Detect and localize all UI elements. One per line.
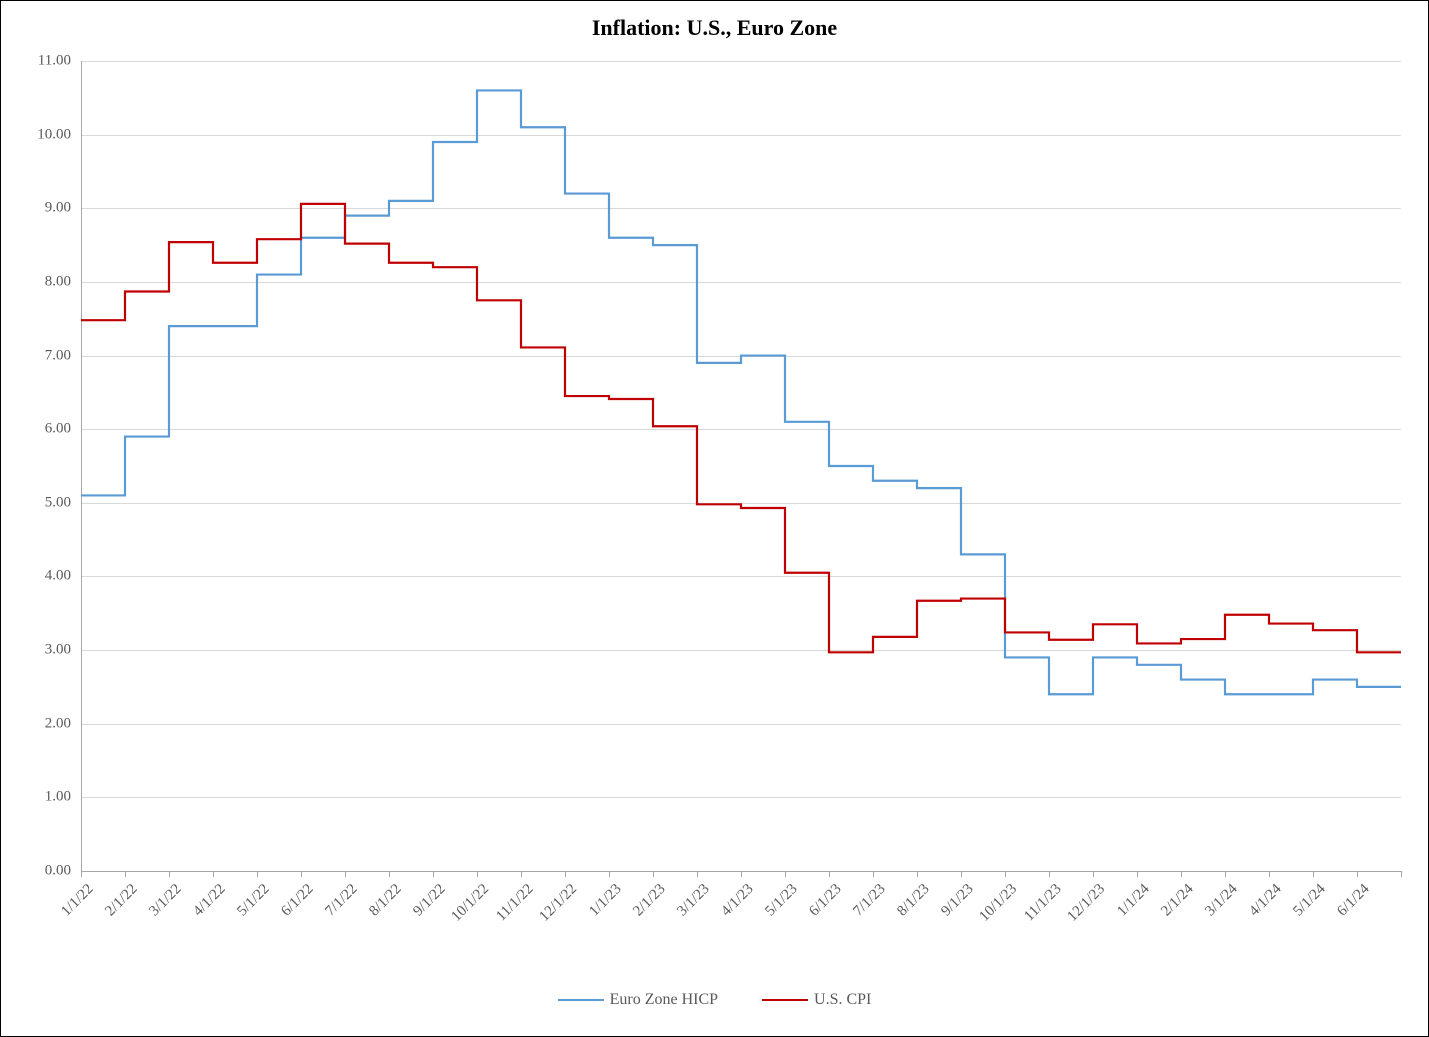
x-tick-label: 11/1/22 (493, 881, 537, 925)
y-tick-label: 6.00 (21, 421, 71, 438)
x-tick-mark (785, 871, 786, 877)
series-line (81, 90, 1401, 694)
y-tick-label: 1.00 (21, 789, 71, 806)
y-tick-label: 4.00 (21, 568, 71, 585)
x-tick-mark (873, 871, 874, 877)
legend-swatch (762, 999, 808, 1001)
x-tick-label: 7/1/22 (322, 881, 361, 920)
x-tick-label: 5/1/24 (1290, 881, 1329, 920)
legend-item: U.S. CPI (762, 991, 871, 1009)
x-tick-mark (125, 871, 126, 877)
x-tick-label: 2/1/22 (102, 881, 141, 920)
x-tick-mark (1005, 871, 1006, 877)
x-tick-mark (301, 871, 302, 877)
series-svg (81, 61, 1401, 871)
x-tick-label: 10/1/23 (977, 881, 1021, 925)
y-tick-label: 10.00 (21, 126, 71, 143)
x-tick-label: 3/1/22 (146, 881, 185, 920)
x-tick-label: 6/1/23 (806, 881, 845, 920)
x-tick-label: 4/1/23 (718, 881, 757, 920)
x-tick-mark (917, 871, 918, 877)
x-tick-mark (565, 871, 566, 877)
x-tick-mark (741, 871, 742, 877)
x-tick-mark (609, 871, 610, 877)
legend-swatch (558, 999, 604, 1001)
x-tick-label: 1/1/22 (58, 881, 97, 920)
y-tick-label: 7.00 (21, 347, 71, 364)
x-tick-mark (1181, 871, 1182, 877)
x-tick-label: 10/1/22 (449, 881, 493, 925)
x-tick-mark (697, 871, 698, 877)
x-tick-mark (1049, 871, 1050, 877)
chart-frame: Inflation: U.S., Euro Zone 0.001.002.003… (0, 0, 1429, 1037)
x-tick-mark (169, 871, 170, 877)
x-tick-mark (653, 871, 654, 877)
x-tick-label: 4/1/24 (1246, 881, 1285, 920)
x-tick-label: 5/1/23 (762, 881, 801, 920)
y-tick-label: 11.00 (21, 53, 71, 70)
y-tick-label: 2.00 (21, 715, 71, 732)
x-tick-label: 4/1/22 (190, 881, 229, 920)
y-tick-label: 0.00 (21, 863, 71, 880)
x-tick-mark (345, 871, 346, 877)
x-tick-label: 2/1/23 (630, 881, 669, 920)
x-tick-label: 3/1/24 (1202, 881, 1241, 920)
x-tick-label: 8/1/23 (894, 881, 933, 920)
x-tick-mark (389, 871, 390, 877)
x-tick-mark (81, 871, 82, 877)
x-tick-mark (521, 871, 522, 877)
x-tick-mark (1225, 871, 1226, 877)
legend-label: Euro Zone HICP (610, 991, 718, 1009)
x-tick-label: 6/1/24 (1334, 881, 1373, 920)
x-tick-mark (1313, 871, 1314, 877)
x-tick-label: 3/1/23 (674, 881, 713, 920)
x-tick-mark (433, 871, 434, 877)
x-tick-mark (477, 871, 478, 877)
x-tick-label: 2/1/24 (1158, 881, 1197, 920)
x-tick-mark (257, 871, 258, 877)
x-tick-label: 1/1/23 (586, 881, 625, 920)
x-tick-label: 12/1/23 (1065, 881, 1109, 925)
chart-title: Inflation: U.S., Euro Zone (1, 15, 1428, 41)
x-tick-label: 6/1/22 (278, 881, 317, 920)
x-tick-mark (1137, 871, 1138, 877)
x-tick-mark (1269, 871, 1270, 877)
y-tick-label: 5.00 (21, 494, 71, 511)
x-tick-label: 7/1/23 (850, 881, 889, 920)
legend-label: U.S. CPI (814, 991, 871, 1009)
legend: Euro Zone HICP U.S. CPI (1, 991, 1428, 1009)
x-tick-mark (1093, 871, 1094, 877)
x-tick-label: 1/1/24 (1114, 881, 1153, 920)
x-tick-label: 9/1/22 (410, 881, 449, 920)
x-tick-label: 9/1/23 (938, 881, 977, 920)
x-tick-label: 12/1/22 (537, 881, 581, 925)
x-tick-mark (961, 871, 962, 877)
plot-area: 0.001.002.003.004.005.006.007.008.009.00… (81, 61, 1401, 871)
x-tick-mark (829, 871, 830, 877)
x-tick-label: 5/1/22 (234, 881, 273, 920)
y-tick-label: 9.00 (21, 200, 71, 217)
series-line (81, 204, 1401, 652)
legend-item: Euro Zone HICP (558, 991, 718, 1009)
x-tick-label: 8/1/22 (366, 881, 405, 920)
x-tick-label: 11/1/23 (1021, 881, 1065, 925)
x-tick-mark (1357, 871, 1358, 877)
x-tick-mark (213, 871, 214, 877)
y-tick-label: 3.00 (21, 642, 71, 659)
y-tick-label: 8.00 (21, 273, 71, 290)
